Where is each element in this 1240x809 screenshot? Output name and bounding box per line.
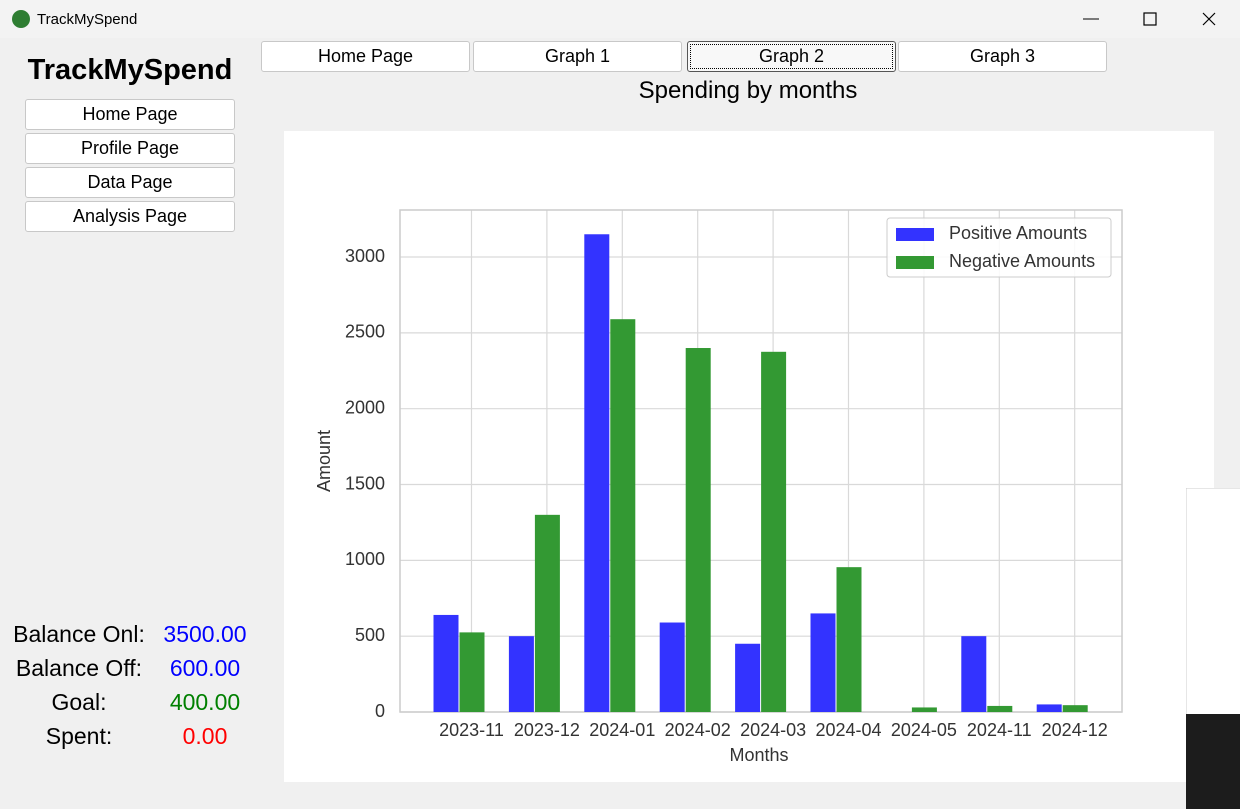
bar: [584, 234, 610, 712]
app-name: TrackMySpend: [27, 54, 233, 86]
bar: [685, 348, 711, 712]
bar: [911, 707, 937, 712]
y-tick-label: 500: [355, 625, 385, 645]
legend-box: [886, 217, 1112, 278]
y-tick-label: 3000: [345, 246, 385, 266]
legend-swatch: [896, 256, 934, 269]
bar: [810, 613, 836, 712]
balance-value: 0.00: [182, 723, 228, 749]
bar: [659, 622, 685, 712]
title-bar: TrackMySpend: [0, 0, 1240, 38]
balance-label: Goal:: [51, 689, 107, 715]
bar: [508, 636, 534, 712]
bar: [1036, 704, 1062, 712]
balance-value: 3500.00: [163, 621, 247, 647]
sidebar-button[interactable]: Home Page: [25, 99, 235, 130]
sidebar-button[interactable]: Analysis Page: [25, 201, 235, 232]
bar: [459, 632, 485, 712]
y-tick-label: 0: [375, 701, 385, 721]
chart-title: Spending by months: [638, 77, 858, 104]
bar: [836, 567, 862, 712]
tab-button[interactable]: Home Page: [261, 41, 470, 72]
x-tick-label: 2024-04: [815, 720, 881, 740]
bar: [735, 643, 761, 712]
bar: [1062, 705, 1088, 712]
bar: [610, 319, 636, 712]
app-icon: [12, 10, 30, 28]
window-chrome: [12, 10, 1216, 28]
y-axis-label: Amount: [314, 430, 334, 492]
taskbar-preview: [1186, 488, 1240, 718]
y-tick-label: 2000: [345, 397, 385, 417]
sidebar-button[interactable]: Profile Page: [25, 133, 235, 164]
tab-button[interactable]: Graph 1: [473, 41, 682, 72]
x-tick-label: 2023-11: [439, 720, 504, 740]
plot-frame: [399, 209, 1123, 713]
bar: [534, 514, 560, 712]
x-tick-label: 2023-12: [514, 720, 580, 740]
tab-button[interactable]: Graph 2: [687, 41, 896, 72]
x-tick-label: 2024-12: [1042, 720, 1108, 740]
x-tick-label: 2024-05: [891, 720, 957, 740]
balance-label: Spent:: [45, 723, 113, 749]
notification: [1186, 716, 1240, 809]
legend-swatch: [896, 228, 934, 241]
close[interactable]: [1202, 12, 1216, 26]
balance-value: 400.00: [169, 689, 241, 715]
chart: 0 500 1000 1500 2000 2500 3000 2023-11 2023-12 20…: [284, 131, 1214, 782]
x-tick-label: 2024-02: [665, 720, 731, 740]
balance-value: 600.00: [169, 655, 241, 681]
y-tick-label: 2500: [345, 322, 385, 342]
preview-window: [1186, 488, 1240, 717]
bar: [433, 614, 459, 712]
balance-label: Balance Off:: [15, 655, 143, 681]
legend-label: Positive Amounts: [949, 223, 1087, 243]
x-tick-label: 2024-01: [589, 720, 655, 740]
window-title: TrackMySpend: [37, 11, 138, 28]
x-axis-label: Months: [729, 745, 788, 765]
y-tick-label: 1000: [345, 549, 385, 569]
maximize[interactable]: [1143, 12, 1157, 26]
legend-label: Negative Amounts: [949, 251, 1095, 271]
bar: [761, 351, 787, 712]
x-tick-label: 2024-03: [740, 720, 806, 740]
bar: [987, 705, 1013, 712]
sidebar-button[interactable]: Data Page: [25, 167, 235, 198]
bar: [961, 636, 987, 712]
tab-button[interactable]: Graph 3: [898, 41, 1107, 72]
balance-label: Balance Onl:: [13, 621, 145, 647]
x-tick-label: 2024-11: [967, 720, 1032, 740]
y-tick-label: 1500: [345, 473, 385, 493]
